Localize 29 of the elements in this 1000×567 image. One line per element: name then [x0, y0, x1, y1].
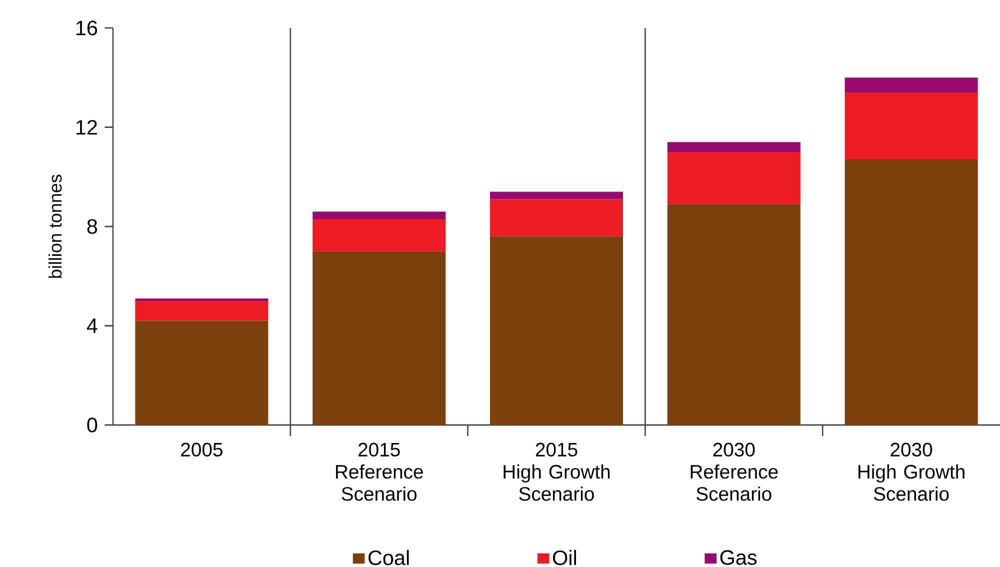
x-tick-label: 2030 Reference Scenario — [690, 442, 778, 501]
bar — [667, 142, 800, 152]
bar — [312, 251, 446, 425]
y-tick-label: 8 — [87, 219, 98, 234]
bar — [135, 300, 268, 321]
y-tick-label: 12 — [76, 120, 97, 134]
y-tick-label: 4 — [86, 318, 98, 333]
bar — [135, 320, 268, 425]
bar — [312, 212, 446, 220]
x-tick-label: 2015 High Growth Scenario — [504, 442, 610, 501]
bar — [667, 152, 800, 204]
bar — [312, 219, 446, 252]
y-tick-label: 0 — [87, 418, 98, 432]
bar — [490, 192, 624, 200]
y-axis-title: billion tonnes — [48, 174, 62, 278]
bar — [844, 92, 978, 160]
legend-label: Oil — [553, 550, 576, 566]
legend-label: Gas — [720, 550, 757, 565]
x-tick-label: 2030 High Growth Scenario — [858, 442, 964, 501]
bar — [844, 78, 978, 93]
bar — [490, 199, 624, 236]
y-tick-label: 16 — [76, 20, 98, 36]
bar — [490, 236, 624, 425]
x-tick-label: 2005 — [181, 442, 222, 457]
bar — [844, 160, 978, 425]
bar — [135, 298, 268, 301]
x-tick-label: 2015 Reference Scenario — [336, 442, 423, 501]
bar — [667, 204, 800, 425]
legend-label: Coal — [368, 550, 409, 566]
